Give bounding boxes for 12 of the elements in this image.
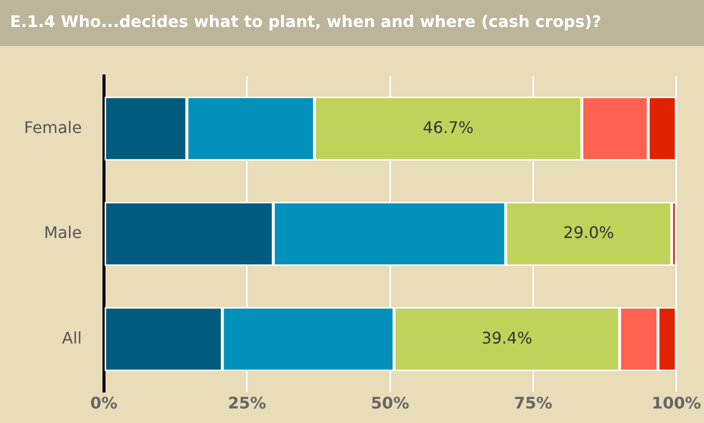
x-tick-label: 100% [652, 394, 702, 413]
y-tick-label: Female [24, 118, 82, 137]
x-tick-label: 0% [90, 394, 118, 413]
x-tick-label: 75% [514, 394, 552, 413]
y-tick-label: Male [44, 223, 82, 242]
x-tick-label: 25% [228, 394, 266, 413]
x-tick-label: 50% [370, 394, 410, 413]
y-tick-label: All [62, 328, 82, 348]
chart-title: E.1.4 Who...decides what to plant, when and where (cash crops)? [0, 0, 704, 46]
data-label: 39.4% [481, 328, 532, 348]
data-label: 46.7% [422, 118, 474, 137]
data-label: 29.0% [563, 223, 614, 242]
